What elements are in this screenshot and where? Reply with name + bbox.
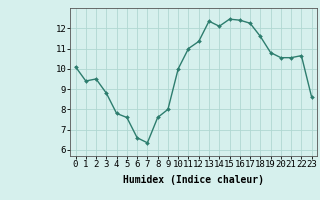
X-axis label: Humidex (Indice chaleur): Humidex (Indice chaleur) <box>123 175 264 185</box>
